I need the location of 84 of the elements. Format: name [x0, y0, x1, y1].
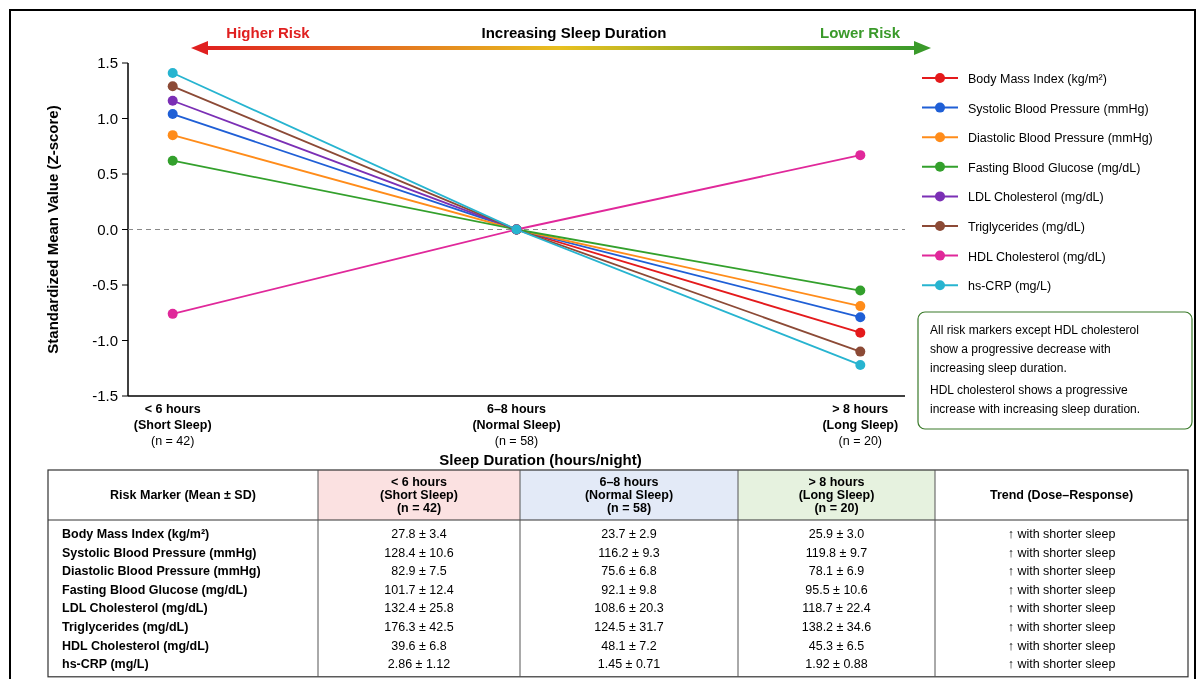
text: 48.1 ± 7.2: [601, 638, 657, 653]
text: 2.86 ± 1.12: [387, 657, 451, 672]
legend-label: Triglycerides (mg/dL): [968, 220, 1085, 234]
text: ↑ with shorter sleep: [1007, 564, 1116, 579]
text: Lower Risk: [819, 24, 901, 41]
text: 138.2 ± 34.6: [801, 620, 872, 634]
point: [855, 150, 866, 161]
text: 95.5 ± 10.6: [805, 582, 868, 597]
legend-label: LDL Cholesterol (mg/dL): [968, 190, 1104, 205]
text: ↑ with shorter sleep: [1007, 638, 1116, 653]
category-label: Body Mass Index (kg/m²): [62, 527, 210, 541]
category-label: Triglycerides (mg/dL): [62, 620, 189, 634]
text: 75.6 ± 6.8: [601, 564, 657, 579]
text: 23.7 ± 2.9: [601, 527, 657, 541]
text: 128.4 ± 10.6: [384, 545, 454, 560]
y-tick-label: 0.5: [97, 165, 118, 182]
y-axis-title: Standardized Mean Value (Z-score): [44, 105, 61, 354]
y-tick-label: 0.0: [97, 220, 118, 238]
category-label: Systolic Blood Pressure (mmHg): [62, 545, 257, 560]
text: 108.6 ± 20.3: [594, 601, 664, 616]
x-tick-label: > 8 hours (Long Sleep) (n = 20): [822, 402, 899, 448]
category-label: Diastolic Blood Pressure (mmHg): [62, 564, 261, 579]
category-label: hs-CRP (mg/L): [62, 657, 149, 672]
point: [167, 95, 178, 106]
text: 124.5 ± 31.7: [594, 620, 664, 634]
category-label: Trend (Dose–Response): [989, 488, 1134, 502]
category-label: HDL Cholesterol (mg/dL): [62, 638, 209, 653]
text: ↑ with shorter sleep: [1007, 582, 1116, 597]
category-label: < 6 hours (Short Sleep) (n = 42): [380, 475, 458, 515]
category-label: Fasting Blood Glucose (mg/dL): [62, 582, 248, 597]
y-tick-label: 1.0: [97, 109, 118, 127]
point: [855, 346, 866, 357]
category-label: LDL Cholesterol (mg/dL): [62, 601, 208, 616]
text: 176.3 ± 42.5: [384, 620, 454, 634]
category-label: > 8 hours (Long Sleep) (n = 20): [798, 475, 875, 515]
legend-label: Body Mass Index (kg/m²): [968, 72, 1107, 86]
category-label: 6–8 hours (Normal Sleep) (n = 58): [584, 475, 674, 515]
text: Risk Marker (Mean ± SD): [110, 488, 256, 502]
x-tick-label: 6–8 hours (Normal Sleep) (n = 58): [472, 402, 561, 448]
x-axis-title: Sleep Duration (hours/night): [439, 451, 642, 468]
text: 101.7 ± 12.4: [384, 582, 454, 597]
point: [167, 81, 178, 92]
legend-label: Fasting Blood Glucose (mg/dL): [968, 160, 1141, 175]
point: [167, 308, 178, 319]
text: 119.8 ± 9.7: [805, 545, 868, 560]
point: [855, 312, 866, 323]
text: 39.6 ± 6.8: [391, 638, 447, 653]
point: [855, 359, 866, 370]
text: 45.3 ± 6.5: [808, 638, 865, 653]
point: [855, 327, 866, 338]
x-tick-label: < 6 hours (Short Sleep) (n = 42): [133, 402, 212, 448]
legend-label: HDL Cholesterol (mg/dL): [968, 249, 1106, 264]
text: ↑ with shorter sleep: [1007, 620, 1116, 634]
point: [167, 130, 178, 141]
text: 1.45 ± 0.71: [597, 657, 661, 672]
point: [855, 301, 866, 312]
text: Higher Risk: [226, 24, 311, 41]
text: 118.7 ± 22.4: [802, 601, 871, 616]
text: 92.1 ± 9.8: [601, 582, 657, 597]
point: [167, 155, 178, 166]
point: [167, 109, 178, 120]
text: 1.92 ± 0.88: [805, 657, 868, 672]
text: 116.2 ± 9.3: [598, 545, 660, 560]
text: ↑ with shorter sleep: [1007, 545, 1116, 560]
y-tick-label: -1.5: [92, 387, 118, 404]
text: 25.9 ± 3.0: [808, 527, 865, 541]
text: 78.1 ± 6.9: [808, 564, 865, 579]
chart-title: Increasing Sleep Duration: [481, 24, 667, 41]
text: ↑ with shorter sleep: [1007, 657, 1116, 672]
text: ↑ with shorter sleep: [1007, 527, 1116, 541]
y-tick-label: 1.5: [97, 54, 118, 71]
point: [167, 67, 178, 78]
y-tick-label: -1.0: [92, 331, 118, 349]
legend-label: Systolic Blood Pressure (mmHg): [968, 101, 1149, 116]
legend-label: hs-CRP (mg/L): [968, 279, 1052, 294]
text: HDL cholesterol shows a progressive increase with increasing sleep duration.: [930, 383, 1141, 416]
text: 132.4 ± 25.8: [384, 601, 454, 616]
text: 82.9 ± 7.5: [391, 564, 447, 579]
text: 27.8 ± 3.4: [391, 527, 447, 541]
legend-label: Diastolic Blood Pressure (mmHg): [968, 131, 1153, 146]
y-tick-label: -0.5: [92, 276, 118, 293]
point: [855, 285, 866, 296]
text: All risk markers except HDL cholesterol show a progressive decrease with increasing sleep duration.: [930, 323, 1139, 375]
text: ↑ with shorter sleep: [1007, 601, 1116, 616]
